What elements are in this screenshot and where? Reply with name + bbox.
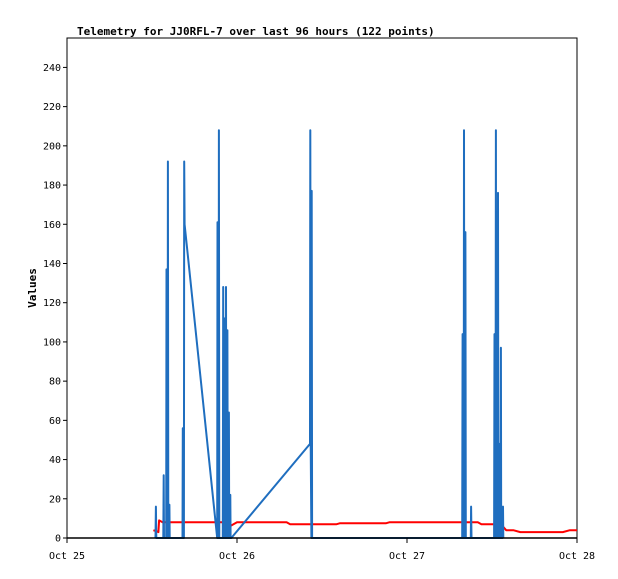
x-axis-ticks: Oct 25 Oct 26 Oct 27 Oct 28 — [49, 538, 595, 562]
x-tick-label: Oct 25 — [49, 551, 85, 562]
y-tick-label: 200 — [43, 141, 61, 152]
y-tick-label: 180 — [43, 181, 61, 192]
plot-area — [66, 37, 578, 539]
y-tick-label: 40 — [49, 455, 61, 466]
y-tick-label: 60 — [49, 416, 61, 427]
y-tick-label: 0 — [55, 534, 61, 545]
y-tick-label: 220 — [43, 102, 61, 113]
y-tick-label: 160 — [43, 220, 61, 231]
y-tick-label: 120 — [43, 298, 61, 309]
x-tick-label: Oct 26 — [219, 551, 255, 562]
y-tick-label: 140 — [43, 259, 61, 270]
x-tick-label: Oct 27 — [389, 551, 425, 562]
y-tick-label: 20 — [49, 494, 61, 505]
chart-title: Telemetry for JJ0RFL-7 over last 96 hour… — [77, 25, 435, 38]
y-tick-label: 80 — [49, 377, 61, 388]
y-tick-label: 240 — [43, 63, 61, 74]
y-axis-label: Values — [26, 268, 39, 308]
y-tick-label: 100 — [43, 337, 61, 348]
x-tick-label: Oct 28 — [559, 551, 595, 562]
y-axis-ticks: 0 20 40 60 80 100 120 140 160 180 200 220 240 — [43, 63, 67, 545]
series-layer — [67, 129, 577, 539]
